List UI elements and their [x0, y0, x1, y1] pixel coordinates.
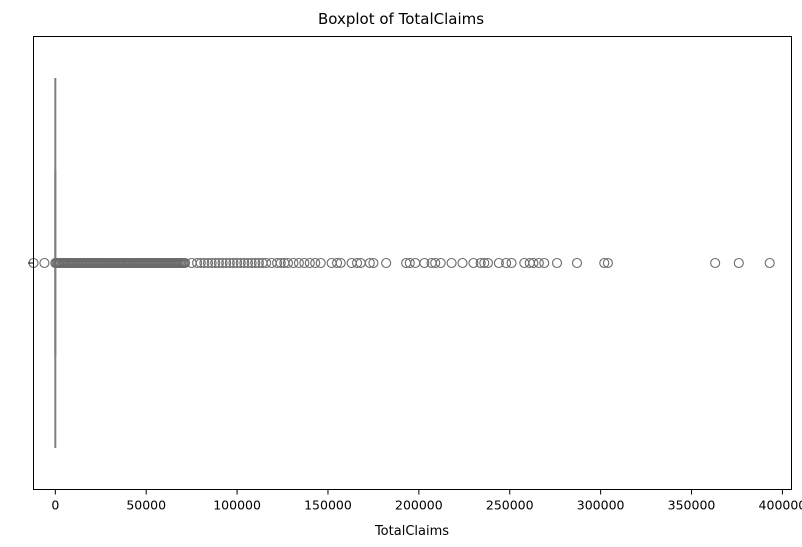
outlier-point — [221, 257, 232, 269]
outlier-point — [710, 257, 721, 269]
outlier-point — [493, 257, 504, 269]
outlier-point — [551, 257, 563, 269]
plot-area — [28, 78, 775, 448]
outlier-point — [228, 257, 239, 269]
outlier-point — [364, 257, 375, 269]
outlier-point — [315, 257, 326, 269]
outlier-point — [368, 257, 379, 269]
outlier-point — [475, 257, 486, 269]
outlier-point — [266, 257, 277, 269]
chart-title: Boxplot of TotalClaims — [318, 10, 484, 28]
outlier-point — [419, 257, 430, 269]
outlier-point — [446, 257, 457, 269]
outlier-point — [468, 257, 479, 269]
outlier-point — [217, 257, 228, 269]
x-axis: 0 50000 100000 150000 200000 250000 300000 3500… — [51, 489, 802, 513]
outlier-point — [326, 257, 337, 269]
x-tick-label: 200000 — [395, 498, 443, 513]
outlier-point — [199, 257, 210, 269]
outlier-point — [528, 257, 539, 269]
outlier-point — [764, 257, 775, 269]
outlier-point — [457, 257, 468, 269]
outlier-point — [381, 257, 392, 269]
outlier-point — [335, 257, 346, 269]
outlier-point — [293, 257, 304, 269]
outlier-point — [332, 257, 343, 269]
x-tick-label: 100000 — [213, 498, 261, 513]
outlier-point — [602, 257, 613, 269]
outlier-point — [206, 257, 217, 269]
x-tick-label: 250000 — [486, 498, 534, 513]
outlier-point — [180, 257, 191, 269]
x-tick-label: 0 — [51, 498, 59, 513]
outlier-point — [253, 257, 264, 269]
outlier-point — [539, 257, 550, 269]
outlier-point — [242, 257, 254, 269]
outlier-point — [288, 257, 299, 269]
outlier-point — [261, 257, 272, 269]
outlier-point — [239, 257, 250, 269]
outlier-point — [250, 257, 261, 269]
outlier-point — [246, 257, 257, 269]
x-axis-label: TotalClaims — [374, 524, 449, 539]
outlier-point — [299, 257, 310, 269]
outlier-point — [275, 257, 286, 269]
outlier-point — [599, 257, 610, 269]
x-tick-label: 150000 — [304, 498, 352, 513]
outlier-point — [304, 257, 315, 269]
outlier-point — [430, 257, 441, 269]
outlier-point — [435, 257, 446, 269]
outlier-point — [224, 257, 235, 269]
outlier-point — [501, 257, 512, 269]
outlier-point — [282, 257, 294, 269]
outlier-point — [533, 257, 544, 269]
outlier-point — [202, 257, 214, 269]
outlier-point — [346, 257, 357, 269]
outlier-point — [519, 257, 530, 269]
outlier-point — [310, 257, 321, 269]
axes-frame — [33, 36, 792, 490]
outlier-point — [506, 257, 517, 269]
outlier-point — [410, 257, 421, 269]
outlier-point — [213, 257, 224, 269]
x-tick-label: 350000 — [668, 498, 716, 513]
outlier-point — [479, 257, 490, 269]
outlier-point — [192, 257, 203, 269]
outlier-point — [195, 257, 206, 269]
x-tick-label: 400000 — [759, 498, 802, 513]
outlier-point — [352, 257, 363, 269]
outlier-point — [404, 257, 415, 269]
outlier-point — [571, 257, 583, 269]
outlier-point — [733, 257, 744, 269]
x-tick-label: 50000 — [126, 498, 166, 513]
outlier-point — [272, 257, 283, 269]
outlier-point — [232, 257, 243, 269]
outlier-point — [235, 257, 246, 269]
outlier-point — [39, 257, 50, 269]
outlier-point — [482, 257, 493, 269]
x-tick-label: 300000 — [577, 498, 625, 513]
outlier-point — [210, 257, 221, 269]
